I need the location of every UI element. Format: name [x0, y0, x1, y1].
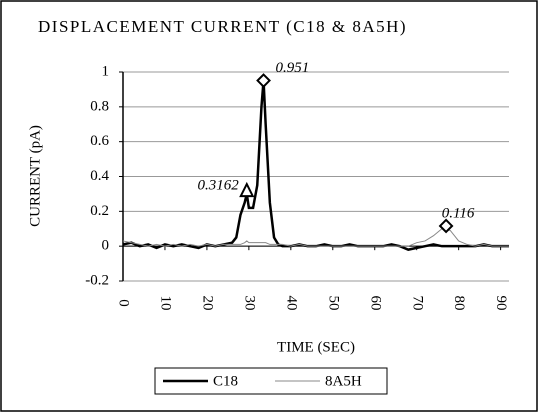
- y-tick-label: 0.2: [90, 203, 109, 219]
- annotation-marker: [239, 181, 255, 198]
- annotation-label: 0.951: [276, 60, 310, 76]
- annotation-marker: [256, 73, 271, 88]
- legend-label: C18: [213, 373, 238, 389]
- x-tick-label: 30: [241, 296, 257, 311]
- y-axis-label: CURRENT (pA): [27, 125, 43, 227]
- x-tick-label: 90: [493, 296, 509, 311]
- legend-label: 8A5H: [325, 373, 362, 389]
- y-tick-label: 0.4: [90, 168, 109, 184]
- y-tick-label: 0.8: [90, 98, 109, 114]
- x-tick-label: 70: [409, 296, 425, 311]
- series-line: [122, 80, 509, 251]
- x-tick-label: 40: [283, 296, 299, 311]
- x-tick-label: 60: [367, 296, 383, 311]
- y-tick-label: -0.2: [85, 272, 109, 288]
- series-line: [122, 228, 509, 247]
- y-tick-label: 1: [102, 63, 110, 79]
- annotation-marker: [438, 218, 454, 234]
- x-tick-label: 0: [116, 299, 132, 307]
- annotation-label: 0.116: [442, 205, 475, 221]
- x-tick-label: 80: [451, 296, 467, 311]
- y-tick-label: 0.6: [90, 133, 109, 149]
- x-tick-label: 50: [325, 296, 341, 311]
- y-tick-label: 0: [102, 238, 110, 254]
- x-tick-label: 10: [158, 296, 174, 311]
- x-axis-label: TIME (SEC): [277, 339, 355, 355]
- annotation-label: 0.3162: [198, 178, 240, 194]
- chart-title: DISPLACEMENT CURRENT (C18 & 8A5H): [38, 17, 407, 36]
- x-tick-label: 20: [199, 296, 215, 311]
